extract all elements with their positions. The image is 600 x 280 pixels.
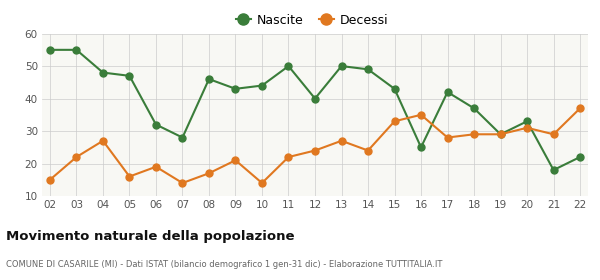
Decessi: [205, 172, 212, 175]
Nascite: [100, 71, 107, 74]
Decessi: [126, 175, 133, 178]
Decessi: [232, 158, 239, 162]
Decessi: [391, 120, 398, 123]
Nascite: [232, 87, 239, 90]
Nascite: [577, 155, 584, 159]
Nascite: [205, 77, 212, 81]
Nascite: [391, 87, 398, 90]
Decessi: [338, 139, 345, 143]
Text: COMUNE DI CASARILE (MI) - Dati ISTAT (bilancio demografico 1 gen-31 dic) - Elabo: COMUNE DI CASARILE (MI) - Dati ISTAT (bi…: [6, 260, 442, 269]
Nascite: [259, 84, 266, 87]
Nascite: [152, 123, 160, 126]
Nascite: [444, 90, 451, 94]
Decessi: [550, 133, 557, 136]
Nascite: [311, 97, 319, 100]
Nascite: [470, 107, 478, 110]
Nascite: [497, 133, 504, 136]
Nascite: [364, 68, 371, 71]
Text: Movimento naturale della popolazione: Movimento naturale della popolazione: [6, 230, 295, 242]
Decessi: [523, 126, 530, 129]
Nascite: [179, 136, 186, 139]
Nascite: [338, 64, 345, 68]
Decessi: [364, 149, 371, 152]
Decessi: [179, 181, 186, 185]
Decessi: [418, 113, 425, 116]
Nascite: [126, 74, 133, 78]
Decessi: [470, 133, 478, 136]
Decessi: [311, 149, 319, 152]
Nascite: [418, 146, 425, 149]
Decessi: [259, 181, 266, 185]
Decessi: [577, 107, 584, 110]
Legend: Nascite, Decessi: Nascite, Decessi: [230, 9, 394, 32]
Decessi: [73, 155, 80, 159]
Decessi: [100, 139, 107, 143]
Nascite: [523, 120, 530, 123]
Decessi: [444, 136, 451, 139]
Nascite: [46, 48, 53, 52]
Decessi: [152, 165, 160, 169]
Line: Decessi: Decessi: [46, 105, 584, 186]
Decessi: [285, 155, 292, 159]
Decessi: [497, 133, 504, 136]
Decessi: [46, 178, 53, 181]
Line: Nascite: Nascite: [46, 46, 584, 174]
Nascite: [550, 168, 557, 172]
Nascite: [285, 64, 292, 68]
Nascite: [73, 48, 80, 52]
